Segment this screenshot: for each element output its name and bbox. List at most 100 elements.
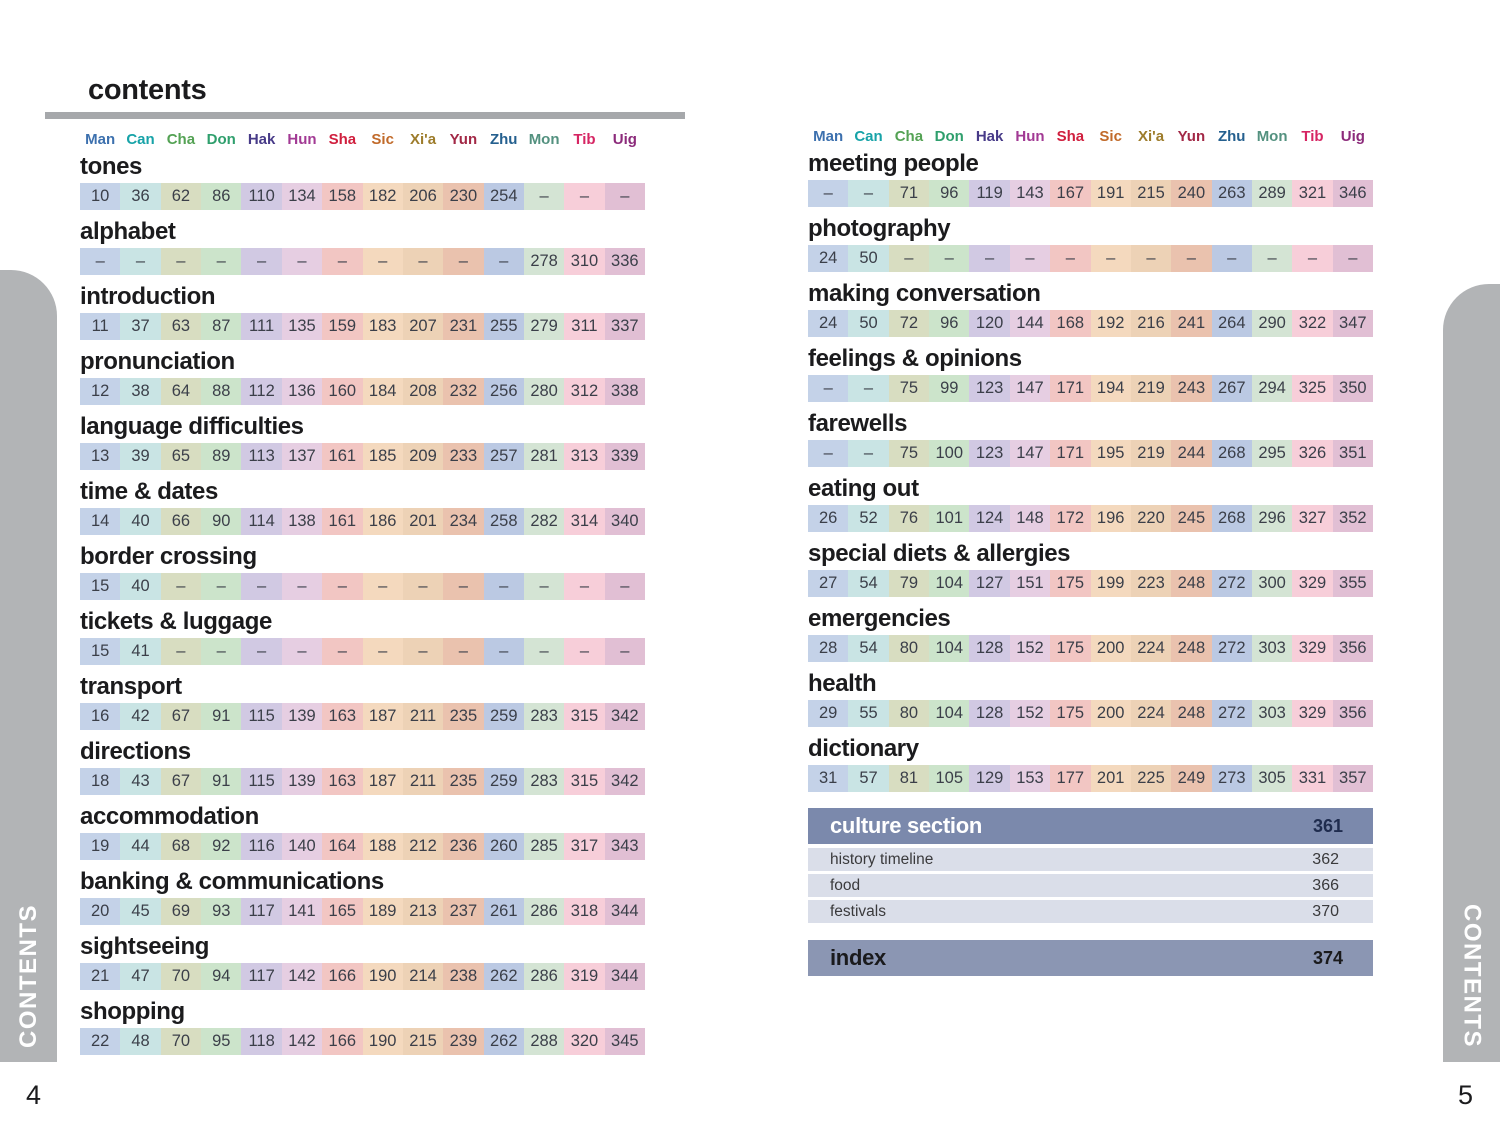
page-ref-cell: 114 bbox=[241, 508, 282, 535]
page-ref-cell: 88 bbox=[201, 378, 242, 405]
page-ref-cell: 264 bbox=[1211, 310, 1252, 337]
page-ref-cell: 123 bbox=[969, 440, 1010, 467]
page-ref-cell: 237 bbox=[443, 898, 484, 925]
toc-section: tickets & luggage 15 41– – – – – – – – – – – – bbox=[80, 606, 645, 665]
index-page: 374 bbox=[1312, 947, 1343, 968]
page-ref-cell: 39 bbox=[120, 443, 161, 470]
page-ref-cell: 95 bbox=[201, 1028, 242, 1055]
page-ref-cell: 104 bbox=[929, 635, 970, 662]
section-page-row: 16 42 67 91 115 139 163 187 211 235 259 283 315 342 bbox=[80, 703, 645, 730]
page-ref-cell: 115 bbox=[241, 703, 282, 730]
toc-section: time & dates 14 40 66 90 114 138 161 186 201 234 25… bbox=[80, 476, 645, 535]
page-ref-cell: 115 bbox=[241, 768, 282, 795]
column-header-mon: Mon bbox=[528, 131, 560, 148]
section-page-row: 18 43 67 91 115 139 163 187 211 235 259 283 315 342 bbox=[80, 768, 645, 795]
page-ref-cell: – bbox=[808, 180, 849, 207]
page-ref-cell: 211 bbox=[402, 703, 444, 730]
page-ref-cell: 177 bbox=[1050, 765, 1091, 792]
page-ref-cell: – bbox=[362, 573, 403, 600]
page-ref-cell: 190 bbox=[362, 963, 403, 990]
page-ref-cell: 283 bbox=[523, 768, 565, 795]
page-ref-cell: 338 bbox=[604, 378, 645, 405]
page-ref-cell: 215 bbox=[1130, 180, 1172, 207]
column-header-don: Don bbox=[206, 131, 236, 148]
page-ref-cell: 44 bbox=[120, 833, 161, 860]
page-ref-cell: 147 bbox=[1009, 375, 1051, 402]
page-ref-cell: 281 bbox=[523, 443, 565, 470]
section-page-row: 26 52 76 101 124 148 172 196 220 245 268 296 327 352 bbox=[808, 505, 1373, 532]
page-ref-cell: 142 bbox=[281, 963, 323, 990]
page-ref-cell: – bbox=[1050, 245, 1091, 272]
column-header-sic: Sic bbox=[371, 131, 394, 148]
page-ref-cell: – bbox=[1130, 245, 1172, 272]
toc-section: banking & communications 20 45 69 93 117 141 16… bbox=[80, 866, 645, 925]
page-ref-cell: 336 bbox=[604, 248, 645, 275]
page-ref-cell: 282 bbox=[523, 508, 565, 535]
page-ref-cell: 186 bbox=[362, 508, 403, 535]
page-ref-cell: 45 bbox=[120, 898, 161, 925]
page-ref-cell: 322 bbox=[1292, 310, 1333, 337]
section-title: introduction bbox=[80, 283, 216, 310]
page-ref-cell: 171 bbox=[1050, 440, 1091, 467]
toc-section: language difficulties 13 39 65 89 113 137 161 18… bbox=[80, 411, 645, 470]
page-ref-cell: 344 bbox=[604, 898, 645, 925]
page-ref-cell: 315 bbox=[564, 703, 605, 730]
page-ref-cell: 286 bbox=[523, 963, 565, 990]
toc-section: pronunciation 12 38 64 88 112 136 160 184 208 232 2… bbox=[80, 346, 645, 405]
page-ref-cell: 22 bbox=[80, 1028, 121, 1055]
toc-section: shopping 22 48 70 95 118 142 166 190 215 239 262 288… bbox=[80, 996, 645, 1055]
page-ref-cell: 219 bbox=[1130, 440, 1172, 467]
page-ref-cell: – bbox=[848, 440, 889, 467]
page-ref-cell: 234 bbox=[443, 508, 484, 535]
page-ref-cell: 136 bbox=[281, 378, 323, 405]
page-ref-cell: 236 bbox=[443, 833, 484, 860]
page-ref-cell: 200 bbox=[1090, 635, 1131, 662]
page-ref-cell: 175 bbox=[1050, 700, 1091, 727]
page-ref-cell: – bbox=[402, 248, 444, 275]
page-ref-cell: 165 bbox=[322, 898, 363, 925]
toc-section: emergencies 28 54 80 104 128 152 175 200 224 248 27… bbox=[808, 603, 1373, 662]
page-ref-cell: 11 bbox=[80, 313, 121, 340]
toc-section: accommodation 19 44 68 92 116 140 164 188 212 236 2… bbox=[80, 801, 645, 860]
toc-section: feelings & opinions – –75 99 123 147 171 194 219… bbox=[808, 343, 1373, 402]
culture-row-page: 366 bbox=[1312, 876, 1339, 894]
page-ref-cell: 96 bbox=[929, 310, 970, 337]
page-ref-cell: – bbox=[241, 573, 282, 600]
section-title: directions bbox=[80, 738, 191, 765]
page-ref-cell: – bbox=[523, 183, 565, 210]
toc-section: dictionary 31 57 81 105 129 153 177 201 225 249 273… bbox=[808, 733, 1373, 792]
page-ref-cell: – bbox=[362, 248, 403, 275]
page-ref-cell: – bbox=[969, 245, 1010, 272]
page-ref-cell: 207 bbox=[402, 313, 444, 340]
page-ref-cell: 80 bbox=[888, 635, 930, 662]
page-ref-cell: – bbox=[1332, 245, 1373, 272]
page-ref-cell: 268 bbox=[1211, 440, 1252, 467]
section-page-row: 24 50 72 96 120 144 168 192 216 241 264 290 322 347 bbox=[808, 310, 1373, 337]
section-title: transport bbox=[80, 673, 182, 700]
page-ref-cell: 311 bbox=[564, 313, 605, 340]
page-ref-cell: 195 bbox=[1090, 440, 1131, 467]
page-ref-cell: 138 bbox=[281, 508, 323, 535]
page-ref-cell: 295 bbox=[1251, 440, 1293, 467]
page-ref-cell: 144 bbox=[1009, 310, 1051, 337]
page-ref-cell: 201 bbox=[1090, 765, 1131, 792]
section-page-row: 20 45 69 93 117 141 165 189 213 237 261 286 318 344 bbox=[80, 898, 645, 925]
culture-section-title: culture section bbox=[830, 813, 982, 838]
page-ref-cell: – bbox=[604, 573, 645, 600]
page-ref-cell: 37 bbox=[120, 313, 161, 340]
page-ref-cell: 314 bbox=[564, 508, 605, 535]
page-ref-cell: 232 bbox=[443, 378, 484, 405]
column-header-yun: Yun bbox=[449, 131, 478, 148]
section-page-row: 24 50– – – – – – – – – – – – bbox=[808, 245, 1373, 272]
page-ref-cell: 89 bbox=[201, 443, 242, 470]
page-ref-cell: 208 bbox=[402, 378, 444, 405]
culture-row-page: 370 bbox=[1312, 902, 1339, 920]
page-ref-cell: 86 bbox=[201, 183, 242, 210]
page-ref-cell: 161 bbox=[322, 508, 363, 535]
section-page-row: 12 38 64 88 112 136 160 184 208 232 256 280 312 338 bbox=[80, 378, 645, 405]
side-tab-label-right: CONTENTS bbox=[1458, 904, 1486, 1048]
section-page-row: 31 57 81 105 129 153 177 201 225 249 273 305 331 357 bbox=[808, 765, 1373, 792]
page-ref-cell: 42 bbox=[120, 703, 161, 730]
section-page-row: 27 54 79 104 127 151 175 199 223 248 272 300 329 355 bbox=[808, 570, 1373, 597]
page-ref-cell: 104 bbox=[929, 570, 970, 597]
